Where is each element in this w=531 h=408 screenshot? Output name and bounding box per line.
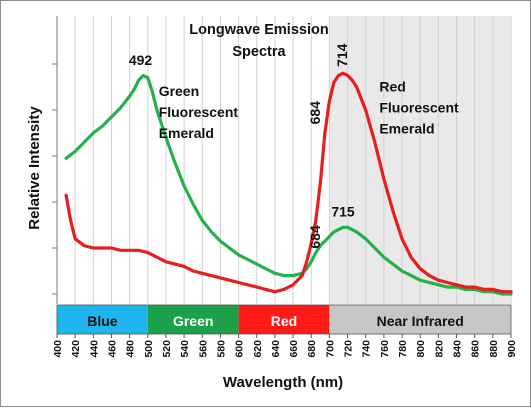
x-tick-label: 820 xyxy=(433,340,445,358)
x-tick-label: 400 xyxy=(52,340,64,358)
x-tick-label: 440 xyxy=(88,340,100,358)
x-tick-label: 520 xyxy=(161,340,173,358)
color-band-label: Green xyxy=(173,313,213,329)
x-tick-label: 540 xyxy=(179,340,191,358)
peak-label: 684 xyxy=(307,225,323,249)
x-tick-label: 840 xyxy=(452,340,464,358)
x-tick-label: 640 xyxy=(270,340,282,358)
x-tick-label: 680 xyxy=(306,340,318,358)
x-tick-label: 700 xyxy=(324,340,336,358)
x-tick-label: 460 xyxy=(106,340,118,358)
x-tick-label: 480 xyxy=(125,340,137,358)
x-tick-label: 580 xyxy=(215,340,227,358)
red-series-label: Emerald xyxy=(379,121,434,137)
green-series-label: Emerald xyxy=(159,125,214,141)
peak-label: 492 xyxy=(129,52,153,68)
red-emission-line xyxy=(64,71,513,294)
x-tick-label: 720 xyxy=(343,340,355,358)
color-band-blue xyxy=(57,305,148,334)
peak-label: 715 xyxy=(331,204,355,220)
x-axis-title: Wavelength (nm) xyxy=(223,374,343,391)
green-series-label: Fluorescent xyxy=(159,104,239,120)
color-band-red xyxy=(238,305,330,334)
x-tick-label: 880 xyxy=(488,340,500,358)
x-tick-label: 560 xyxy=(197,340,209,358)
x-tick-label: 420 xyxy=(70,340,82,358)
x-tick-label: 800 xyxy=(415,340,427,358)
chart-title-line-1: Longwave Emission xyxy=(189,22,328,38)
red-series-label: Red xyxy=(379,79,405,95)
x-tick-label: 760 xyxy=(379,340,391,358)
peak-label: 714 xyxy=(334,43,350,67)
red-series-label: Fluorescent xyxy=(379,100,459,116)
y-axis-title: Relative Intensity xyxy=(26,106,43,230)
x-tick-label: 620 xyxy=(252,340,264,358)
color-band-green xyxy=(147,305,239,334)
x-tick-label: 780 xyxy=(397,340,409,358)
color-band-label: Near Infrared xyxy=(377,313,464,329)
peak-label: 684 xyxy=(307,101,323,125)
x-tick-label: 600 xyxy=(234,340,246,358)
x-tick-label: 900 xyxy=(506,340,518,358)
chart-title-line-2: Spectra xyxy=(232,44,286,60)
color-band-label: Blue xyxy=(87,313,118,329)
x-tick-label: 740 xyxy=(361,340,373,358)
color-band-border xyxy=(56,304,512,335)
color-band-near-infrared xyxy=(329,305,511,334)
x-tick-label: 660 xyxy=(288,340,300,358)
x-tick-label: 500 xyxy=(143,340,155,358)
green-series-label: Green xyxy=(159,83,199,99)
color-band-label: Red xyxy=(271,313,297,329)
x-tick-label: 860 xyxy=(470,340,482,358)
